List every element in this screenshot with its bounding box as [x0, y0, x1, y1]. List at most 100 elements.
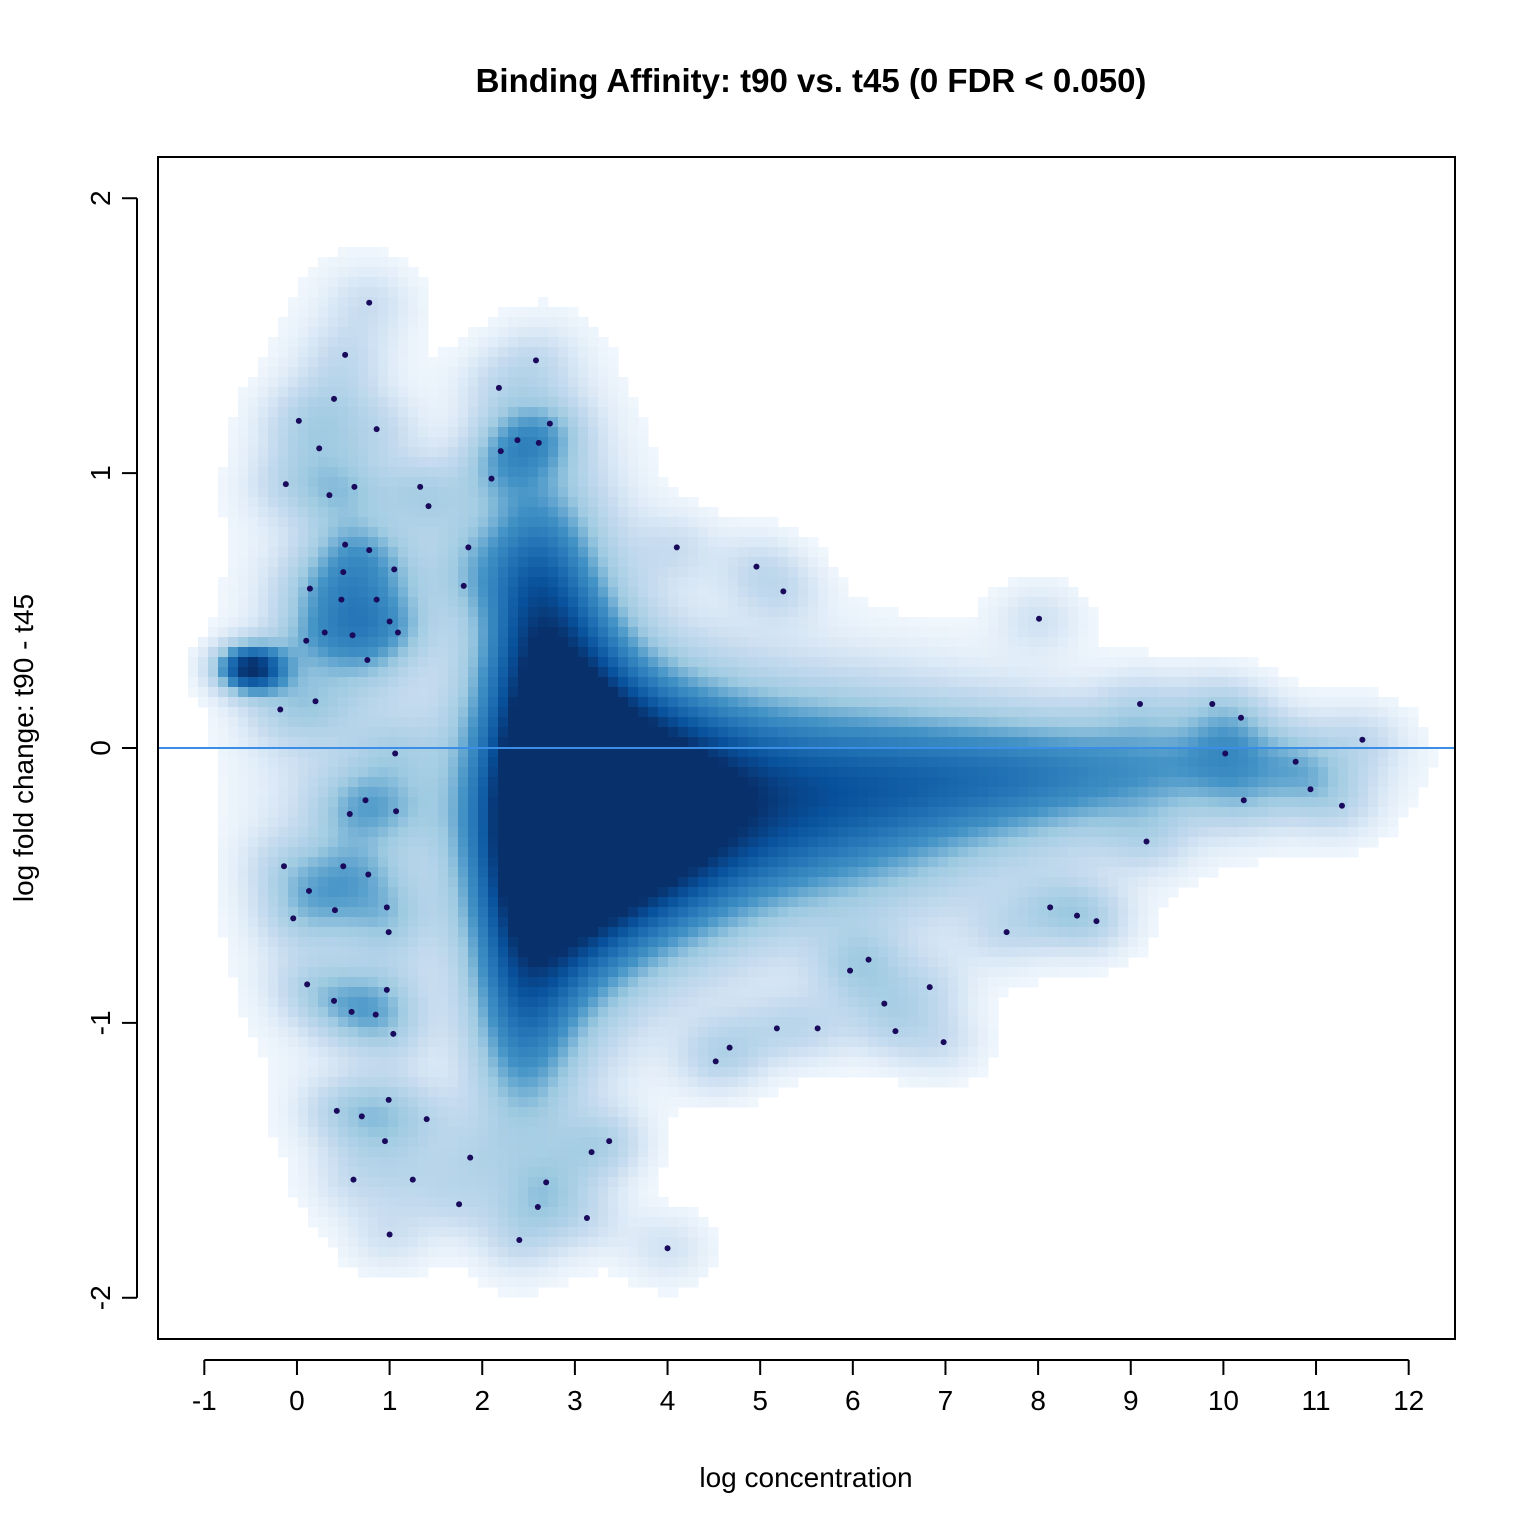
- density-cell: [268, 517, 279, 528]
- density-cell: [288, 387, 299, 398]
- density-cell: [308, 537, 319, 548]
- density-cell: [388, 417, 399, 428]
- density-cell: [628, 1197, 639, 1208]
- density-cell: [658, 747, 669, 758]
- density-cell: [388, 537, 399, 548]
- density-cell: [298, 767, 309, 778]
- density-cell: [438, 767, 449, 778]
- density-cell: [408, 687, 419, 698]
- density-cell: [538, 977, 549, 988]
- density-cell: [718, 517, 729, 528]
- density-cell: [398, 287, 409, 298]
- density-cell: [588, 427, 599, 438]
- density-cell: [248, 787, 259, 798]
- density-cell: [418, 307, 429, 318]
- density-cell: [458, 787, 469, 798]
- density-cell: [258, 877, 269, 888]
- density-cell: [758, 677, 769, 688]
- density-cell: [268, 487, 279, 498]
- density-cell: [398, 627, 409, 638]
- density-cell: [338, 907, 349, 918]
- density-cell: [288, 517, 299, 528]
- density-cell: [448, 837, 459, 848]
- density-cell: [628, 1187, 639, 1198]
- density-cell: [628, 497, 639, 508]
- density-cell: [448, 827, 459, 838]
- density-cell: [628, 997, 639, 1008]
- density-cell: [478, 887, 489, 898]
- density-cell: [518, 857, 529, 868]
- density-cell: [658, 887, 669, 898]
- density-cell: [478, 687, 489, 698]
- density-cell: [298, 787, 309, 798]
- density-cell: [578, 1047, 589, 1058]
- density-cell: [488, 1157, 499, 1168]
- density-cell: [238, 937, 249, 948]
- density-cell: [588, 997, 599, 1008]
- density-cell: [438, 1197, 449, 1208]
- density-cell: [398, 967, 409, 978]
- density-cell: [518, 817, 529, 828]
- density-cell: [228, 897, 239, 908]
- density-cell: [568, 317, 579, 328]
- density-cell: [488, 1027, 499, 1038]
- density-cell: [528, 617, 539, 628]
- density-cell: [398, 337, 409, 348]
- density-cell: [338, 787, 349, 798]
- density-cell: [458, 397, 469, 408]
- density-cell: [258, 437, 269, 448]
- density-cell: [618, 947, 629, 958]
- density-cell: [368, 707, 379, 718]
- density-cell: [308, 677, 319, 688]
- density-cell: [718, 597, 729, 608]
- density-cell: [268, 797, 279, 808]
- density-cell: [498, 1237, 509, 1248]
- density-cell: [388, 487, 399, 498]
- density-cell: [238, 837, 249, 848]
- density-cell: [708, 577, 719, 588]
- density-cell: [538, 337, 549, 348]
- density-cell: [408, 817, 419, 828]
- density-cell: [268, 707, 279, 718]
- density-cell: [328, 1087, 339, 1098]
- density-cell: [288, 767, 299, 778]
- density-cell: [648, 1167, 659, 1178]
- density-cell: [268, 1037, 279, 1048]
- density-cell: [658, 777, 669, 788]
- density-cell: [308, 1167, 319, 1178]
- density-cell: [438, 1017, 449, 1028]
- density-cell: [638, 847, 649, 858]
- density-cell: [788, 567, 799, 578]
- density-cell: [218, 577, 229, 588]
- density-cell: [558, 1017, 569, 1028]
- density-cell: [678, 887, 689, 898]
- density-cell: [428, 727, 439, 738]
- density-cell: [488, 387, 499, 398]
- density-cell: [228, 687, 239, 698]
- density-cell: [238, 887, 249, 898]
- density-cell: [368, 287, 379, 298]
- density-cell: [428, 647, 439, 658]
- density-cell: [628, 787, 639, 798]
- density-cell: [598, 617, 609, 628]
- density-cell: [458, 977, 469, 988]
- density-cell: [538, 307, 549, 318]
- density-cell: [348, 1077, 359, 1088]
- density-cell: [598, 707, 609, 718]
- density-cell: [558, 387, 569, 398]
- density-cell: [478, 447, 489, 458]
- density-cell: [308, 1187, 319, 1198]
- density-cell: [378, 1047, 389, 1058]
- density-cell: [508, 1137, 519, 1148]
- density-cell: [388, 897, 399, 908]
- density-cell: [548, 697, 559, 708]
- density-cell: [538, 867, 549, 878]
- density-cell: [458, 967, 469, 978]
- density-cell: [768, 687, 779, 698]
- density-cell: [228, 737, 239, 748]
- density-cell: [278, 987, 289, 998]
- density-cell: [308, 1157, 319, 1168]
- density-cell: [728, 947, 739, 958]
- density-cell: [668, 877, 679, 888]
- density-cell: [628, 837, 639, 848]
